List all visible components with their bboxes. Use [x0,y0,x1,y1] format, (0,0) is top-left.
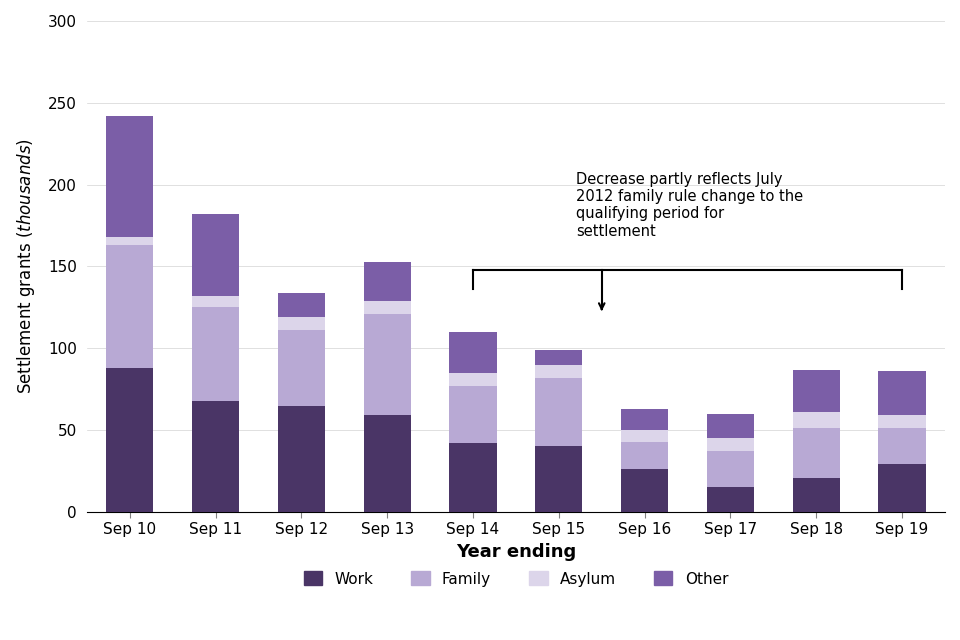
Bar [277,292,325,317]
Bar [449,332,496,373]
Bar [277,330,325,406]
Bar [192,296,239,307]
Bar [536,350,583,365]
Bar [707,413,754,438]
Bar [621,469,668,512]
Bar [107,116,154,237]
Bar [621,430,668,442]
Bar [707,438,754,451]
Bar [364,262,411,301]
Bar [878,415,925,428]
Bar [277,406,325,512]
Bar [793,412,840,428]
X-axis label: Year ending: Year ending [456,543,576,561]
Bar [707,451,754,488]
Bar [793,477,840,512]
Bar [364,415,411,512]
Bar [107,237,154,245]
Bar [192,307,239,401]
Bar [707,488,754,512]
Bar [364,314,411,415]
Bar [878,371,925,415]
Bar [107,368,154,512]
Text: Decrease partly reflects July
2012 family rule change to the
qualifying period f: Decrease partly reflects July 2012 famil… [576,172,804,239]
Bar [536,378,583,447]
Bar [536,365,583,378]
Bar [793,369,840,412]
Bar [107,245,154,368]
Bar [621,409,668,430]
Y-axis label: Settlement grants $\it{(thousands)}$: Settlement grants $\it{(thousands)}$ [15,138,37,394]
Bar [449,386,496,444]
Bar [277,317,325,330]
Bar [621,442,668,469]
Bar [793,428,840,477]
Bar [449,373,496,386]
Legend: Work, Family, Asylum, Other: Work, Family, Asylum, Other [298,565,734,593]
Bar [192,214,239,296]
Bar [192,401,239,512]
Bar [449,444,496,512]
Bar [878,465,925,512]
Bar [536,447,583,512]
Bar [364,301,411,314]
Bar [878,428,925,465]
